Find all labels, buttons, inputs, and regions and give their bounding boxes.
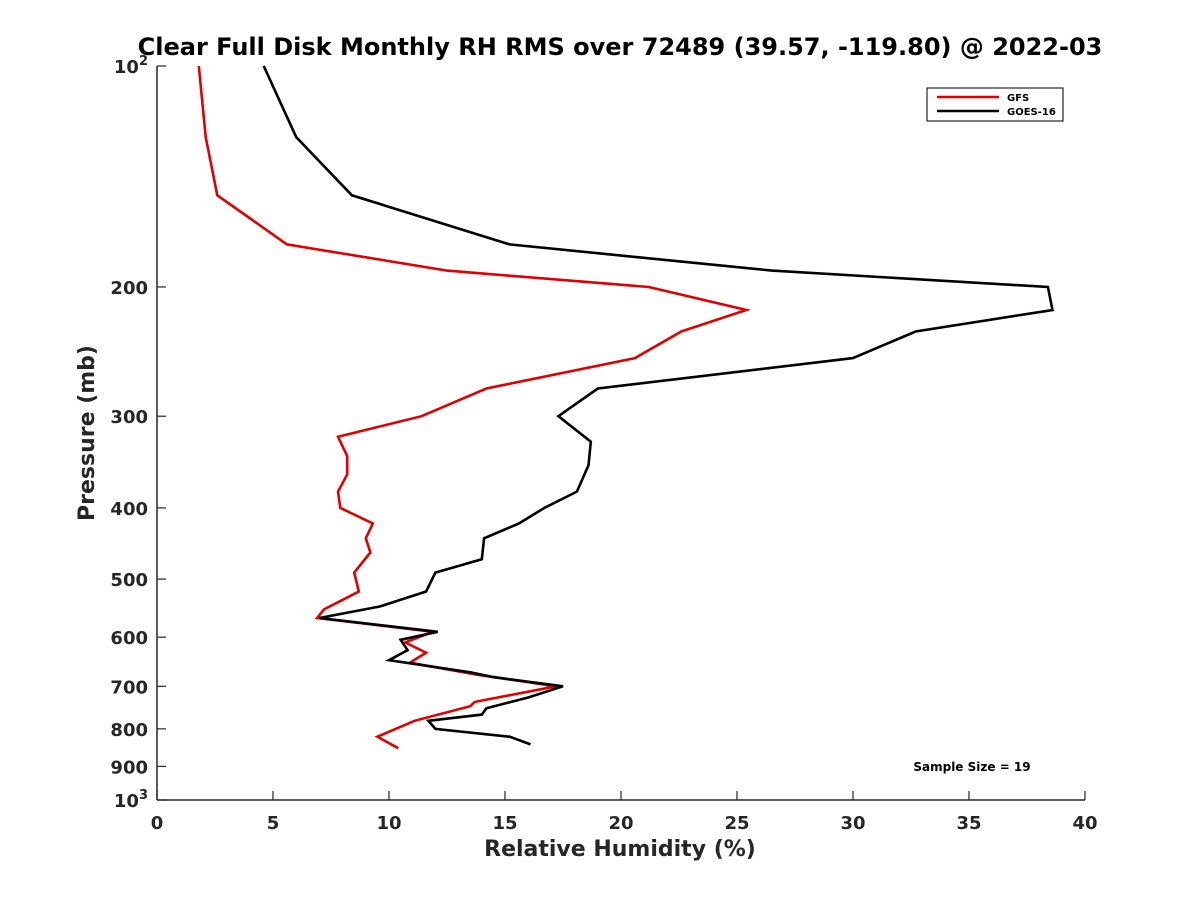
x-axis-label: Relative Humidity (%) — [484, 837, 756, 862]
legend-label: GOES-16 — [1007, 107, 1056, 118]
y-tick-label: 900 — [110, 757, 148, 778]
x-tick-label: 25 — [724, 813, 749, 834]
x-tick-label: 20 — [608, 813, 633, 834]
legend-box — [926, 87, 1064, 122]
x-tick-label: 30 — [840, 813, 865, 834]
x-tick-label: 15 — [492, 813, 517, 834]
legend-label: GFS — [1007, 93, 1029, 104]
axes — [156, 66, 1085, 801]
series-line-gfs — [197, 65, 752, 750]
x-tick-label: 35 — [956, 813, 981, 834]
x-tick-label: 10 — [376, 813, 401, 834]
y-tick-label: 400 — [110, 499, 148, 520]
y-tick-label: 102 — [114, 54, 148, 78]
ticks: 0 5 10 15 20 25 30 35 40 102 200 300 400 500 600 700 800… — [110, 54, 1097, 834]
series-layer — [197, 65, 1055, 750]
y-axis-label: Pressure (mb) — [75, 345, 100, 521]
y-tick-label: 300 — [110, 407, 148, 428]
sample-size-annotation: Sample Size = 19 — [913, 760, 1030, 774]
chart-title: Clear Full Disk Monthly RH RMS over 7248… — [138, 33, 1103, 61]
y-tick-label: 700 — [110, 677, 148, 698]
y-tick-label: 600 — [110, 628, 148, 649]
y-tick-label: 103 — [114, 788, 148, 812]
y-tick-label: 500 — [110, 570, 148, 591]
y-tick-label: 200 — [110, 278, 148, 299]
x-tick-label: 40 — [1072, 813, 1097, 834]
x-tick-label: 0 — [151, 813, 164, 834]
series-line-goes-16 — [262, 65, 1055, 746]
x-tick-label: 5 — [267, 813, 280, 834]
legend: GFS GOES-16 — [926, 87, 1064, 122]
y-tick-label: 800 — [110, 720, 148, 741]
